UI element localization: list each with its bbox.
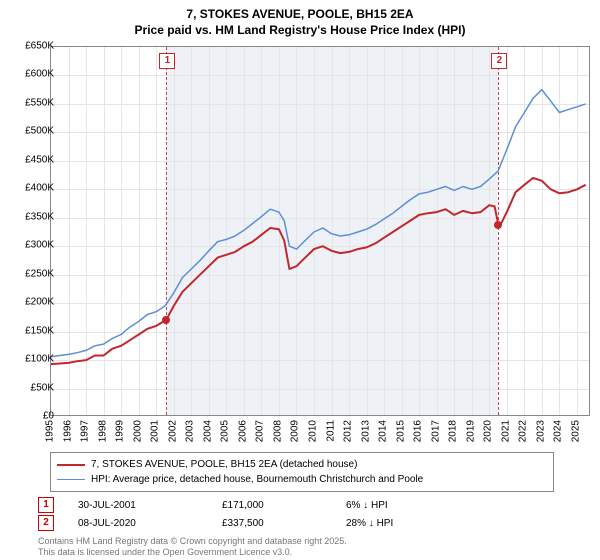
series-price_paid <box>51 178 586 364</box>
x-tick-label: 2024 <box>553 420 564 442</box>
footer-line-1: Contains HM Land Registry data © Crown c… <box>38 536 347 547</box>
title-line-1: 7, STOKES AVENUE, POOLE, BH15 2EA <box>0 6 600 22</box>
y-tick-label: £450K <box>25 154 54 165</box>
x-tick-label: 1997 <box>80 420 91 442</box>
x-tick-label: 2001 <box>150 420 161 442</box>
x-tick-label: 1996 <box>62 420 73 442</box>
y-tick-label: £600K <box>25 69 54 80</box>
x-tick-label: 2013 <box>360 420 371 442</box>
sales-date-2: 08-JUL-2020 <box>78 518 198 529</box>
plot-region: 12 <box>50 46 590 416</box>
sales-date-1: 30-JUL-2001 <box>78 500 198 511</box>
x-tick-label: 2012 <box>343 420 354 442</box>
y-tick-label: £50K <box>31 382 54 393</box>
footer: Contains HM Land Registry data © Crown c… <box>38 536 347 558</box>
y-tick-label: £300K <box>25 240 54 251</box>
sales-delta-2: 28% ↓ HPI <box>346 518 466 529</box>
title-line-2: Price paid vs. HM Land Registry's House … <box>0 22 600 38</box>
x-tick-label: 2014 <box>378 420 389 442</box>
sales-row-1: 1 30-JUL-2001 £171,000 6% ↓ HPI <box>38 496 466 514</box>
y-tick-label: £400K <box>25 183 54 194</box>
y-tick-label: £150K <box>25 325 54 336</box>
series-hpi <box>51 90 586 357</box>
sales-price-2: £337,500 <box>222 518 322 529</box>
x-tick-label: 2017 <box>430 420 441 442</box>
y-tick-label: £250K <box>25 268 54 279</box>
legend-swatch-price-paid <box>57 464 85 466</box>
x-tick-label: 2020 <box>483 420 494 442</box>
x-tick-label: 2007 <box>255 420 266 442</box>
x-tick-label: 2021 <box>500 420 511 442</box>
x-tick-label: 2009 <box>290 420 301 442</box>
x-tick-label: 2005 <box>220 420 231 442</box>
legend-item-hpi: HPI: Average price, detached house, Bour… <box>57 472 547 487</box>
chart-title: 7, STOKES AVENUE, POOLE, BH15 2EA Price … <box>0 0 600 38</box>
x-tick-label: 1995 <box>45 420 56 442</box>
x-tick-label: 2000 <box>132 420 143 442</box>
y-tick-label: £100K <box>25 354 54 365</box>
sales-price-1: £171,000 <box>222 500 322 511</box>
x-tick-label: 1998 <box>97 420 108 442</box>
footer-line-2: This data is licensed under the Open Gov… <box>38 547 347 558</box>
chart-lines <box>51 47 591 417</box>
x-tick-label: 2022 <box>518 420 529 442</box>
x-tick-label: 2010 <box>307 420 318 442</box>
x-tick-label: 2015 <box>395 420 406 442</box>
y-tick-label: £350K <box>25 211 54 222</box>
legend-label-price-paid: 7, STOKES AVENUE, POOLE, BH15 2EA (detac… <box>91 457 357 472</box>
x-tick-label: 2025 <box>570 420 581 442</box>
x-tick-label: 2008 <box>272 420 283 442</box>
chart-area: 12 <box>50 46 590 416</box>
sales-marker-1: 1 <box>38 497 54 513</box>
x-tick-label: 2016 <box>413 420 424 442</box>
sales-delta-1: 6% ↓ HPI <box>346 500 466 511</box>
sales-row-2: 2 08-JUL-2020 £337,500 28% ↓ HPI <box>38 514 466 532</box>
x-tick-label: 2011 <box>325 420 336 442</box>
x-tick-label: 2004 <box>202 420 213 442</box>
y-tick-label: £650K <box>25 41 54 52</box>
sales-table: 1 30-JUL-2001 £171,000 6% ↓ HPI 2 08-JUL… <box>38 496 466 532</box>
legend-swatch-hpi <box>57 479 85 481</box>
x-tick-label: 1999 <box>115 420 126 442</box>
x-tick-label: 2019 <box>465 420 476 442</box>
y-tick-label: £500K <box>25 126 54 137</box>
legend-item-price-paid: 7, STOKES AVENUE, POOLE, BH15 2EA (detac… <box>57 457 547 472</box>
x-tick-label: 2023 <box>535 420 546 442</box>
x-tick-label: 2006 <box>237 420 248 442</box>
sales-marker-2: 2 <box>38 515 54 531</box>
y-tick-label: £200K <box>25 297 54 308</box>
legend-label-hpi: HPI: Average price, detached house, Bour… <box>91 472 423 487</box>
x-tick-label: 2002 <box>167 420 178 442</box>
y-tick-label: £550K <box>25 97 54 108</box>
x-tick-label: 2003 <box>185 420 196 442</box>
x-tick-label: 2018 <box>448 420 459 442</box>
legend: 7, STOKES AVENUE, POOLE, BH15 2EA (detac… <box>50 452 554 492</box>
